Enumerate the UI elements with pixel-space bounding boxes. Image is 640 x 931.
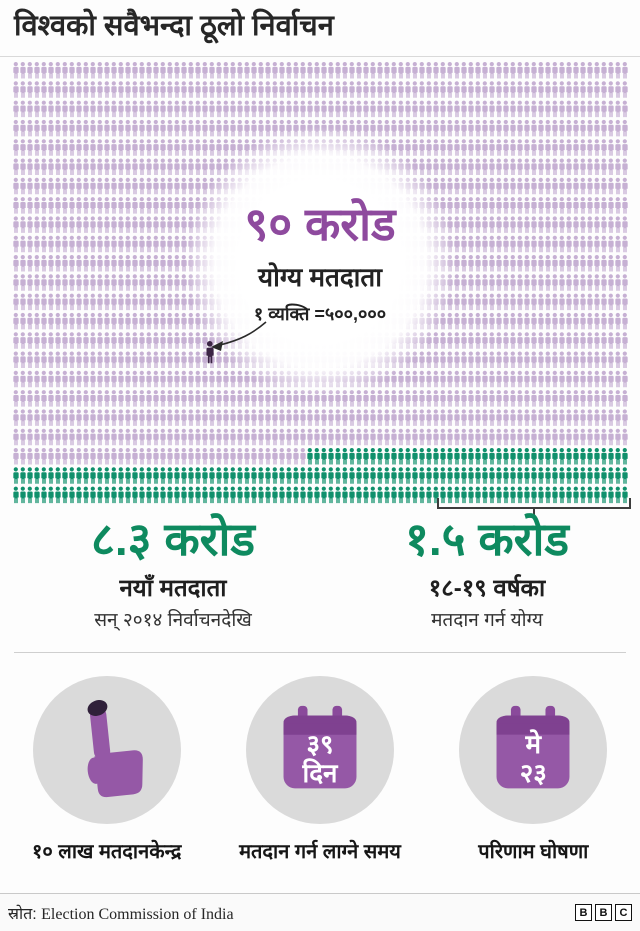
new-voters-value: ८.३ करोड <box>90 513 256 565</box>
calendar-line2: २३ <box>519 758 547 788</box>
source-credit: स्रोत: Election Commission of India <box>8 902 234 924</box>
bbc-logo-block: C <box>615 904 632 921</box>
calendar-text: ३९ दिन <box>246 676 394 824</box>
calendar-icon: मे २३ <box>459 676 608 824</box>
sample-person-icon <box>206 341 214 364</box>
facts-row: १० लाख मतदानकेन्द्र ३९ दिन मतदान गर् <box>0 676 640 864</box>
calendar-line1: ३९ <box>306 728 334 759</box>
subset-bracket-icon <box>437 498 631 517</box>
new-voters-label: नयाँ मतदाता <box>119 574 227 602</box>
inked-finger-icon <box>32 676 181 824</box>
new-voters-sublabel: सन् २०१४ निर्वाचनदेखि <box>94 610 252 632</box>
page-title: विश्वको सवैभन्दा ठूलो निर्वाचन <box>14 10 334 42</box>
calendar-line2: दिन <box>302 758 338 788</box>
polling-stations-label: १० लाख मतदानकेन्द्र <box>31 841 182 863</box>
new-voters-stat: ८.३ करोड नयाँ मतदाता सन् २०१४ निर्वाचनदे… <box>18 514 328 633</box>
fact-results-date: मे २३ परिणाम घोषणा <box>427 676 640 864</box>
fact-voting-duration: ३९ दिन मतदान गर्न लाग्ने समय <box>213 676 426 864</box>
source-text: Election Commission of India <box>41 905 234 923</box>
bbc-logo-block: B <box>575 904 592 921</box>
bbc-logo: B B C <box>575 904 632 921</box>
legend-arrow-icon <box>211 321 267 351</box>
calendar-icon: ३९ दिन <box>245 676 394 824</box>
eligible-voters-label: योग्य मतदाता <box>258 261 382 292</box>
young-voters-value: १.५ करोड <box>404 513 570 565</box>
center-badge: ९० करोड योग्य मतदाता १ व्यक्ति =५००,००० <box>185 127 455 397</box>
young-voters-sublabel: मतदान गर्न योग्य <box>431 610 543 632</box>
calendar-text: मे २३ <box>459 676 607 824</box>
voting-duration-label: मतदान गर्न लाग्ने समय <box>239 841 401 863</box>
fact-polling-stations: १० लाख मतदानकेन्द्र <box>0 676 213 864</box>
title-divider <box>0 56 640 57</box>
source-label: स्रोत: <box>8 905 37 923</box>
footer: स्रोत: Election Commission of India B B … <box>0 893 640 931</box>
section-divider <box>14 652 626 653</box>
unit-legend: १ व्यक्ति =५००,००० <box>253 303 387 324</box>
bbc-logo-block: B <box>595 904 612 921</box>
young-voters-stat: १.५ करोड १८-१९ वर्षका मतदान गर्न योग्य <box>346 514 628 633</box>
young-voters-label: १८-१९ वर्षका <box>428 574 546 602</box>
calendar-line1: मे <box>525 728 542 759</box>
eligible-voters-value: ९० करोड <box>244 198 396 250</box>
results-date-label: परिणाम घोषणा <box>478 841 589 863</box>
